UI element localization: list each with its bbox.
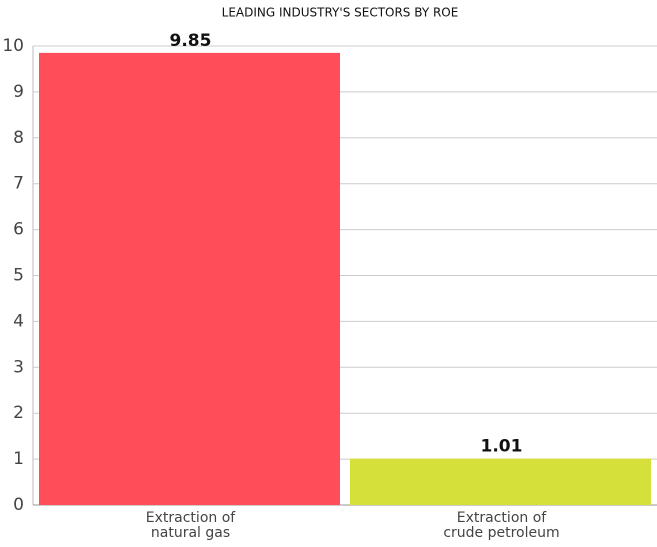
chart-title: LEADING INDUSTRY'S SECTORS BY ROE [222,6,459,20]
y-tick-label: 2 [13,403,24,423]
y-tick-label: 1 [13,449,24,469]
y-tick-label: 4 [13,311,24,331]
y-tick-label: 7 [13,174,24,194]
y-tick-label: 9 [13,82,24,102]
y-tick-label: 8 [13,128,24,148]
bar [350,458,651,505]
y-tick-label: 0 [13,495,24,515]
y-tick-label: 6 [13,220,24,240]
y-tick-label: 5 [13,266,24,286]
data-label: 9.85 [170,31,212,51]
bar [39,52,340,505]
data-label: 1.01 [481,437,523,457]
y-tick-label: 10 [2,36,24,56]
x-tick-label: Extraction of crude petroleum [443,510,560,541]
y-tick-label: 3 [13,357,24,377]
x-tick-label: Extraction of natural gas [145,510,236,541]
